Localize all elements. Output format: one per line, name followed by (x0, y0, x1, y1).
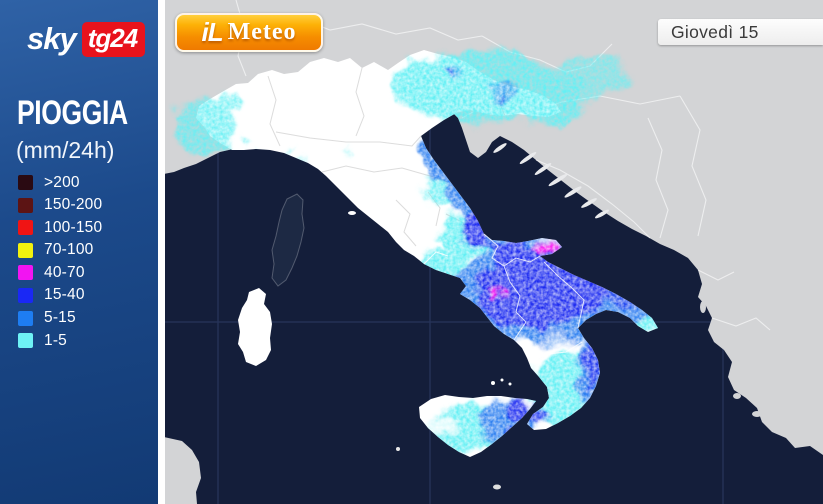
legend-label: 100-150 (44, 218, 103, 236)
rain-dry-gaps (424, 333, 567, 437)
sidebar: sky tg24 PIOGGIA (mm/24h) >200 150-200 100… (0, 0, 158, 504)
legend-label: 15-40 (44, 286, 85, 304)
map-area (165, 0, 823, 504)
legend-label: 70-100 (44, 241, 94, 259)
greek-islands (700, 301, 762, 417)
legend-label: >200 (44, 173, 80, 191)
date-label: Giovedì 15 (671, 21, 759, 42)
europe-landmass (165, 0, 823, 455)
legend-swatch (18, 333, 33, 349)
legend-item: 150-200 (18, 196, 103, 214)
sardinia (238, 288, 272, 366)
legend-item: 1-5 (18, 331, 102, 349)
il-meteo-logo: iL Meteo (175, 13, 323, 52)
il-meteo-logo-meteo: Meteo (227, 19, 297, 45)
legend-label: 5-15 (44, 309, 76, 327)
tg24-badge: tg24 (81, 21, 146, 57)
precipitation-legend: >200 150-200 100-150 70-100 40-70 15-40 5-15 1-… (18, 173, 103, 356)
rain-overlay (173, 50, 664, 452)
il-meteo-logo-il: iL (201, 17, 223, 47)
sky-tg24-logo: sky tg24 (27, 21, 146, 57)
legend-swatch (18, 265, 33, 281)
italy-weather-map (165, 0, 823, 504)
africa-landmass (165, 437, 201, 504)
legend-item: 100-150 (18, 218, 103, 236)
corsica (271, 193, 305, 287)
legend-item: 70-100 (18, 241, 102, 259)
legend-label: 40-70 (44, 263, 85, 281)
region-borders-south (423, 233, 585, 361)
croatian-islands (493, 143, 609, 219)
legend-swatch (18, 197, 33, 213)
legend-item: 15-40 (18, 286, 102, 304)
date-bar: Giovedì 15 (658, 19, 823, 45)
rain-magenta-spots (489, 242, 561, 301)
legend-item: 5-15 (18, 309, 102, 327)
legend-swatch (18, 310, 33, 326)
page-title: PIOGGIA (17, 94, 128, 132)
small-islands (348, 211, 512, 490)
legend-swatch (18, 287, 33, 303)
legend-label: 1-5 (44, 331, 68, 349)
legend-swatch (18, 220, 33, 236)
legend-swatch (18, 175, 33, 190)
sky-logo-text: sky (27, 21, 77, 56)
legend-item: >200 (18, 173, 102, 191)
sidebar-divider (158, 0, 165, 504)
tg24-text: tg24 (87, 22, 138, 53)
legend-item: 40-70 (18, 263, 102, 281)
unit-label: (mm/24h) (16, 137, 115, 163)
legend-swatch (18, 242, 33, 258)
legend-label: 150-200 (44, 196, 103, 214)
